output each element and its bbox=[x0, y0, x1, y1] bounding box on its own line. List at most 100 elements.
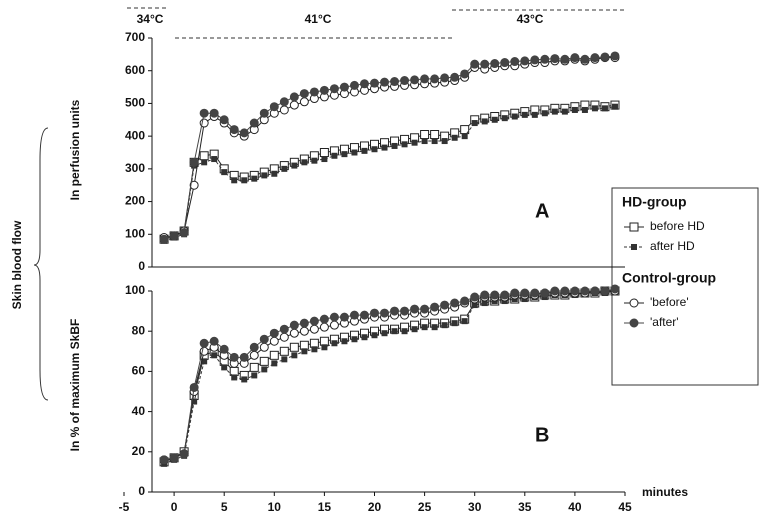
marker bbox=[241, 376, 248, 383]
marker bbox=[329, 84, 339, 94]
x-tick-label: 30 bbox=[468, 500, 482, 514]
marker bbox=[219, 115, 229, 125]
series bbox=[159, 286, 620, 467]
marker bbox=[289, 342, 299, 352]
marker bbox=[461, 133, 468, 140]
marker bbox=[319, 322, 329, 332]
marker bbox=[460, 69, 470, 79]
marker bbox=[329, 320, 339, 330]
series-line bbox=[163, 288, 616, 461]
marker bbox=[511, 113, 518, 120]
marker bbox=[189, 180, 199, 190]
marker bbox=[530, 288, 540, 298]
marker bbox=[411, 326, 418, 333]
marker bbox=[571, 106, 578, 113]
marker bbox=[319, 336, 329, 346]
marker bbox=[291, 352, 298, 359]
x-tick-label: 40 bbox=[568, 500, 582, 514]
marker bbox=[400, 306, 410, 316]
marker bbox=[520, 288, 530, 298]
series-line bbox=[163, 106, 616, 242]
y-tick-label: 500 bbox=[125, 96, 145, 110]
panel-label: A bbox=[535, 200, 549, 222]
marker bbox=[351, 336, 358, 343]
marker bbox=[251, 175, 258, 182]
marker bbox=[169, 231, 179, 241]
marker bbox=[279, 332, 289, 342]
legend-label: after HD bbox=[650, 239, 695, 253]
y-tick-label: 100 bbox=[125, 226, 145, 240]
legend-label: before HD bbox=[650, 219, 705, 233]
marker bbox=[211, 156, 218, 163]
marker bbox=[481, 118, 488, 125]
marker bbox=[309, 316, 319, 326]
marker bbox=[381, 330, 388, 337]
marker bbox=[440, 300, 450, 310]
x-tick-label: 10 bbox=[268, 500, 282, 514]
marker bbox=[390, 306, 400, 316]
marker bbox=[321, 344, 328, 351]
marker bbox=[560, 54, 570, 64]
marker bbox=[441, 138, 448, 145]
marker bbox=[361, 147, 368, 154]
brace bbox=[33, 127, 49, 401]
marker bbox=[331, 340, 338, 347]
marker bbox=[329, 312, 339, 322]
x-label: minutes bbox=[642, 485, 688, 499]
y-tick-label: 300 bbox=[125, 161, 145, 175]
marker bbox=[500, 58, 510, 68]
marker bbox=[401, 328, 408, 335]
marker bbox=[431, 138, 438, 145]
marker bbox=[269, 336, 279, 346]
marker bbox=[271, 360, 278, 367]
marker bbox=[261, 366, 268, 373]
marker bbox=[159, 234, 169, 244]
marker bbox=[370, 308, 379, 318]
marker bbox=[239, 128, 249, 138]
marker bbox=[491, 116, 498, 123]
marker bbox=[580, 286, 590, 296]
marker bbox=[289, 328, 299, 338]
marker bbox=[450, 72, 460, 82]
marker bbox=[430, 130, 440, 140]
marker bbox=[309, 324, 319, 334]
marker bbox=[269, 350, 279, 360]
marker bbox=[430, 302, 440, 312]
marker bbox=[550, 54, 560, 64]
y-tick-label: 700 bbox=[125, 30, 145, 44]
marker bbox=[510, 57, 520, 67]
marker bbox=[349, 310, 359, 320]
x-tick-label: 20 bbox=[368, 500, 382, 514]
marker bbox=[319, 85, 329, 95]
marker bbox=[279, 324, 289, 334]
series-line bbox=[163, 104, 616, 240]
marker bbox=[299, 326, 309, 336]
marker bbox=[169, 453, 179, 463]
legend-group: Control-group bbox=[622, 270, 716, 286]
marker bbox=[189, 157, 199, 167]
marker bbox=[209, 336, 219, 346]
series bbox=[159, 51, 620, 244]
marker bbox=[299, 340, 309, 350]
legend-marker bbox=[629, 298, 639, 308]
shared-y-label: Skin blood flow bbox=[10, 220, 24, 309]
series bbox=[159, 284, 620, 465]
marker bbox=[391, 142, 398, 149]
y-tick-label: 0 bbox=[138, 484, 145, 498]
marker bbox=[311, 157, 318, 164]
marker bbox=[600, 286, 610, 296]
marker bbox=[420, 74, 430, 84]
marker bbox=[540, 54, 550, 64]
series-line bbox=[163, 290, 616, 465]
marker bbox=[199, 151, 209, 161]
marker bbox=[249, 350, 259, 360]
marker bbox=[359, 310, 369, 320]
marker bbox=[229, 352, 239, 362]
marker bbox=[431, 324, 438, 331]
marker bbox=[401, 141, 408, 148]
marker bbox=[561, 108, 568, 115]
marker bbox=[309, 87, 319, 97]
marker bbox=[600, 52, 610, 62]
series bbox=[161, 103, 618, 244]
